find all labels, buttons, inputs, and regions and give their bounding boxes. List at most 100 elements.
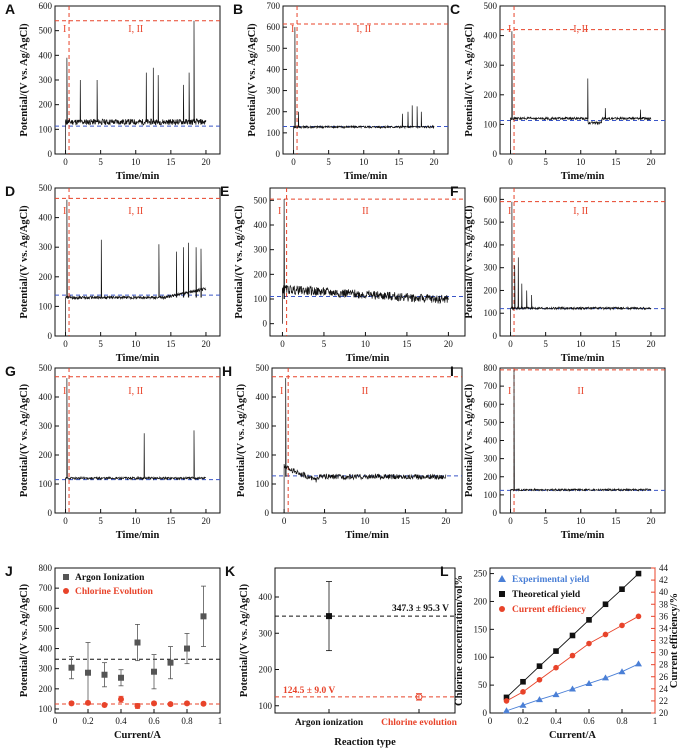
legend-label: Theoretical yield (512, 590, 581, 600)
x-tick-label: 5 (326, 157, 331, 167)
x-axis-label: Time/min (116, 530, 160, 541)
x-tick-label: 10 (359, 157, 369, 167)
data-point-efficiency (520, 689, 526, 695)
x-tick-label: 5 (98, 339, 103, 349)
region-label-1: I (280, 386, 283, 397)
region-label-2: I, II (128, 386, 143, 397)
y-tick-label: 100 (484, 119, 498, 129)
y-tick-label: 200 (39, 450, 53, 460)
x-tick-label: 0 (63, 516, 68, 526)
region-label-2: II (362, 206, 369, 217)
y2-tick-label: 32 (659, 636, 668, 646)
data-point-argon (85, 669, 91, 676)
x-tick-label: 10 (361, 339, 371, 349)
panel-e: E 0 100 200 300 400 500 0 5 10 15 20 Time/min Potenti… (220, 183, 466, 364)
y-axis-label: Chlorine concentration/vol% (454, 575, 465, 706)
y-tick-label: 300 (259, 628, 273, 638)
region-label-1: I (508, 206, 511, 217)
potential-trace (510, 201, 652, 336)
panel-b: B 0 100 200 300 400 500 600 700 0 5 10 15 20 Time/min P… (233, 1, 449, 182)
y-tick-label: 0 (493, 149, 498, 159)
panel-label: G (5, 363, 16, 379)
x-tick-label: 20 (429, 157, 439, 167)
y-tick-label: 300 (484, 454, 498, 464)
data-point-efficiency (586, 640, 592, 647)
y-tick-label: 100 (267, 128, 281, 138)
y-axis-label: Potential/(V vs. Ag/AgCl) (464, 205, 475, 319)
x-tick-label: 20 (441, 516, 451, 526)
y-tick-label: 800 (39, 563, 53, 573)
y2-tick-label: 40 (659, 587, 669, 597)
y-tick-label: 600 (39, 1, 53, 11)
data-point-theoretical (635, 570, 642, 577)
data-point-experimental (602, 674, 609, 681)
y-tick-label: 300 (39, 664, 53, 674)
y-tick-label: 300 (39, 421, 53, 431)
y2-tick-label: 26 (659, 672, 669, 682)
potential-trace (510, 369, 652, 513)
y-tick-label: 400 (484, 240, 498, 250)
y-axis-label: Potential/(V vs. Ag/AgCl) (19, 205, 30, 319)
y2-tick-label: 44 (659, 563, 669, 573)
region-label-2: I, II (573, 24, 588, 35)
data-point-efficiency (635, 613, 642, 620)
x-tick-label: 15 (611, 516, 621, 526)
x-axis-label: Time/min (345, 530, 389, 541)
data-point-efficiency (619, 622, 625, 629)
x-axis-label: Time/min (561, 353, 605, 364)
data-point-efficiency (602, 631, 609, 638)
x-tick-label: 0 (291, 157, 296, 167)
y-tick-label: 200 (259, 665, 273, 675)
y-tick-label: 500 (39, 26, 53, 36)
potential-trace (282, 199, 449, 324)
y-tick-label: 600 (484, 399, 498, 409)
y-tick-label: 100 (39, 124, 53, 134)
x-tick-label: 15 (394, 157, 404, 167)
y-axis-label: Potential/(V vs. Ag/AgCl) (19, 583, 30, 697)
panel-label: J (5, 563, 13, 579)
x-tick-label: 15 (611, 157, 621, 167)
x-tick-label: 1 (653, 716, 658, 726)
category-label: Chlorine evolution (381, 718, 457, 728)
data-point-experimental (618, 668, 626, 675)
x-tick-label: 0.6 (583, 716, 595, 726)
plot-frame (282, 5, 449, 155)
data-point-experimental (585, 679, 593, 686)
data-point-experimental (503, 707, 510, 714)
data-point-experimental (569, 685, 576, 692)
x-tick-label: 15 (166, 516, 176, 526)
region-label-1: I (508, 24, 511, 35)
x-tick-label: 10 (576, 339, 586, 349)
x-tick-label: 5 (543, 339, 548, 349)
legend-label: Experimental yield (512, 575, 590, 585)
y-tick-label: 200 (256, 450, 270, 460)
y2-tick-label: 24 (659, 684, 669, 694)
y-tick-label: 500 (484, 417, 498, 427)
y-axis-label: Potential/(V vs. Ag/AgCl) (464, 23, 475, 137)
y-axis-label: Potential/(V vs. Ag/AgCl) (239, 583, 250, 697)
data-point-experimental (519, 701, 527, 708)
y-tick-label: 400 (484, 31, 498, 41)
panel-label: L (440, 563, 449, 579)
x-tick-label: 0.6 (148, 716, 160, 726)
x-axis-label: Time/min (561, 171, 605, 182)
y-tick-label: 0 (493, 508, 498, 518)
y-tick-label: 400 (484, 436, 498, 446)
x-tick-label: 0.4 (550, 716, 562, 726)
y-tick-label: 200 (39, 100, 53, 110)
x-tick-label: 15 (401, 516, 411, 526)
potential-trace (510, 31, 652, 154)
region-label-1: I (291, 24, 294, 35)
y-tick-label: 300 (484, 60, 498, 70)
data-point-chlorine (184, 700, 190, 707)
y-tick-label: 300 (39, 242, 53, 252)
data-point-theoretical (619, 586, 625, 592)
y-tick-label: 0 (263, 319, 268, 329)
y-tick-label: 200 (39, 272, 53, 282)
y2-tick-label: 20 (659, 708, 669, 718)
data-point-argon (101, 671, 108, 678)
x-tick-label: 5 (98, 157, 103, 167)
panel-label: K (225, 563, 235, 579)
x-axis-label: Reaction type (334, 737, 396, 748)
